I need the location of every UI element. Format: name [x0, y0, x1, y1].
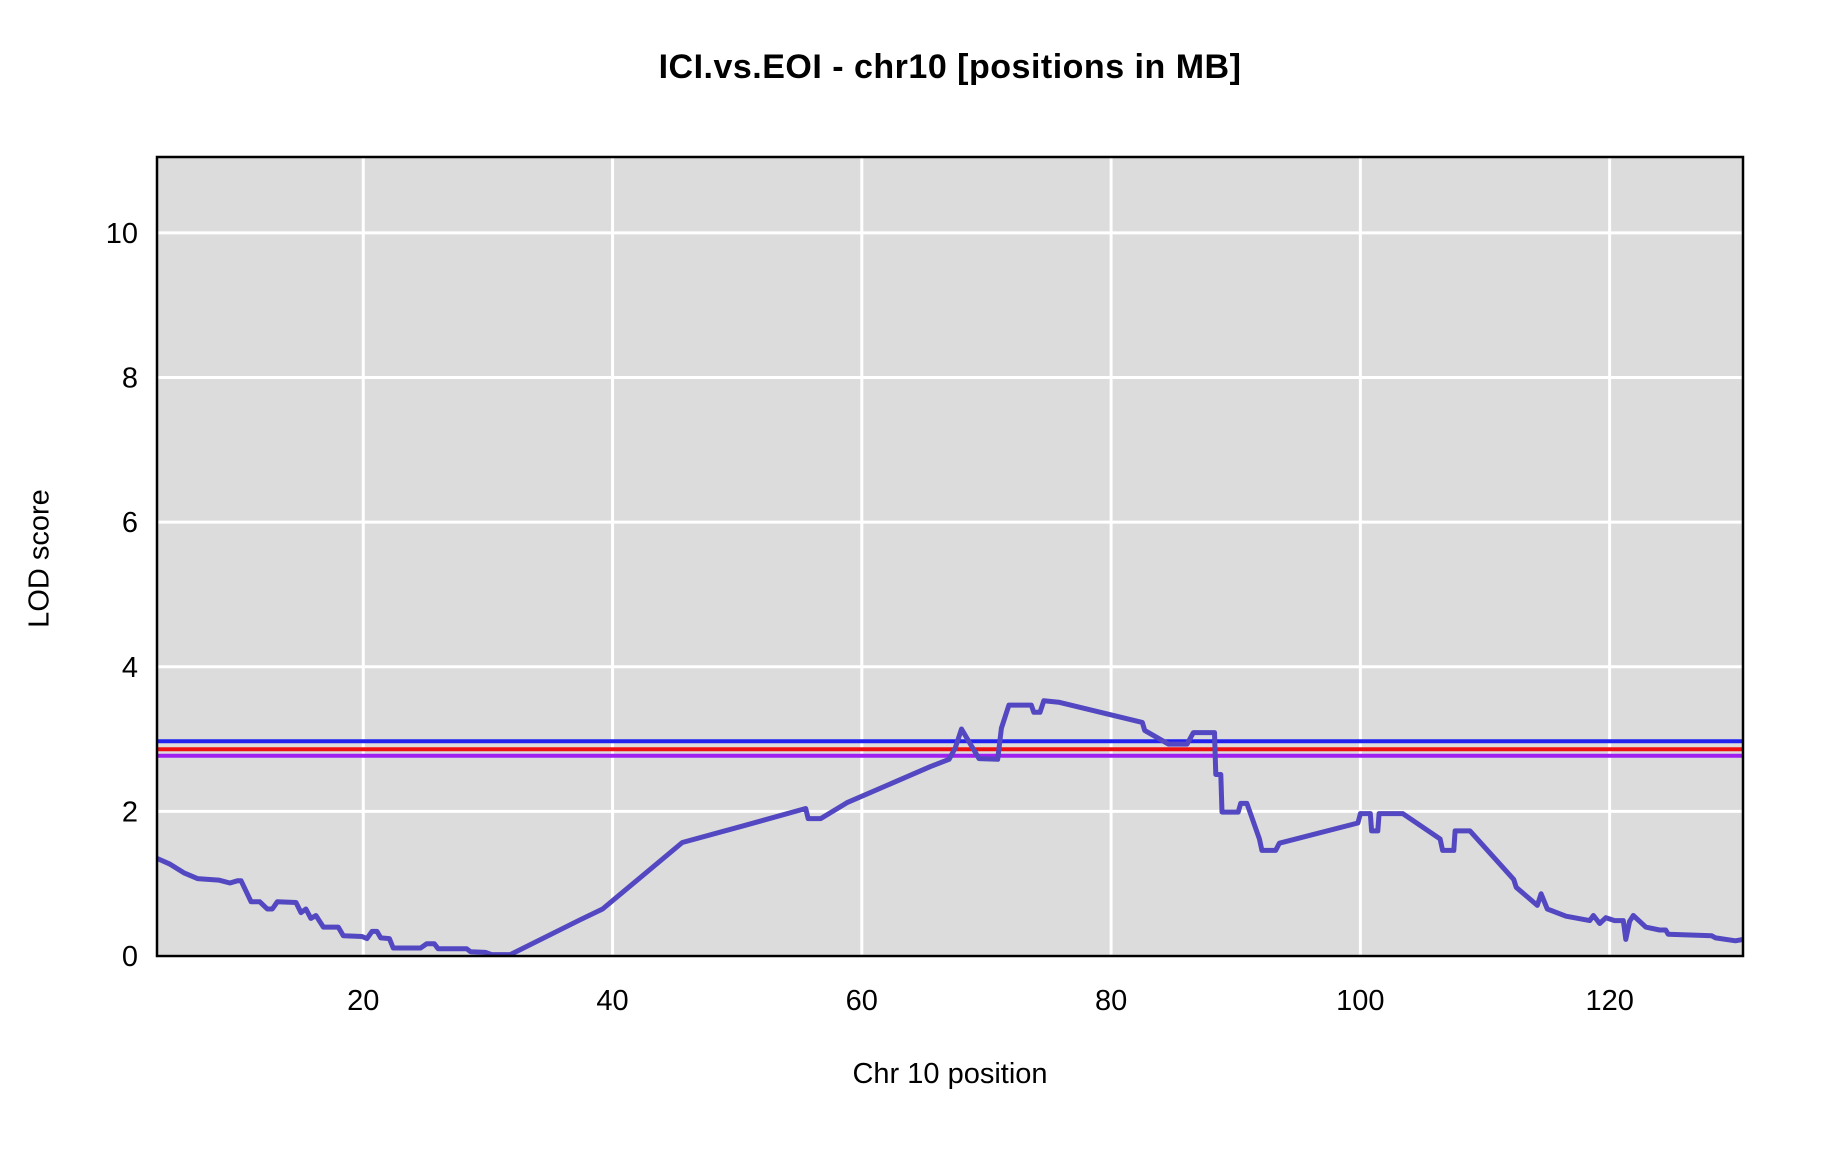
x-tick-label: 20	[347, 985, 379, 1017]
x-tick-label: 60	[846, 985, 878, 1017]
y-tick-label: 10	[106, 218, 138, 250]
y-axis-title: LOD score	[23, 489, 56, 628]
x-tick-label: 120	[1585, 985, 1633, 1017]
plot-panel	[157, 157, 1743, 956]
x-tick-label: 100	[1336, 985, 1384, 1017]
y-tick-label: 0	[122, 941, 138, 973]
x-tick-label: 80	[1095, 985, 1127, 1017]
y-tick-label: 6	[122, 507, 138, 539]
x-axis-title: Chr 10 position	[852, 1058, 1048, 1090]
lod-curve	[157, 698, 1743, 956]
y-tick-label: 8	[122, 363, 138, 395]
x-tick-label: 40	[596, 985, 628, 1017]
chart-title: ICI.vs.EOI - chr10 [positions in MB]	[658, 48, 1242, 86]
y-tick-label: 4	[122, 652, 138, 684]
plot-border	[155, 155, 1745, 958]
y-tick-label: 2	[122, 796, 138, 828]
